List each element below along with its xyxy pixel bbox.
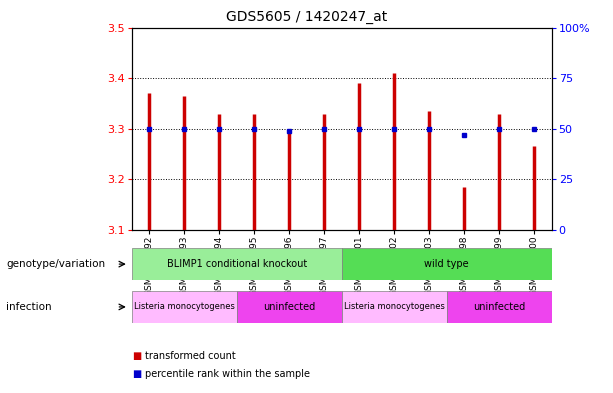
Text: uninfected: uninfected (473, 302, 525, 312)
Text: wild type: wild type (424, 259, 469, 269)
Text: Listeria monocytogenes: Listeria monocytogenes (344, 303, 444, 311)
Text: infection: infection (6, 302, 51, 312)
Text: BLIMP1 conditional knockout: BLIMP1 conditional knockout (167, 259, 307, 269)
Bar (237, 291, 342, 323)
Bar (132, 291, 237, 323)
Text: genotype/variation: genotype/variation (6, 259, 105, 269)
Text: Listeria monocytogenes: Listeria monocytogenes (134, 303, 235, 311)
Text: transformed count: transformed count (145, 351, 236, 361)
Text: ■: ■ (132, 351, 141, 361)
Bar (132, 248, 342, 280)
Text: percentile rank within the sample: percentile rank within the sample (145, 369, 310, 379)
Text: uninfected: uninfected (263, 302, 315, 312)
Text: ■: ■ (132, 369, 141, 379)
Text: GDS5605 / 1420247_at: GDS5605 / 1420247_at (226, 10, 387, 24)
Bar (342, 291, 447, 323)
Bar (342, 248, 552, 280)
Bar (447, 291, 552, 323)
